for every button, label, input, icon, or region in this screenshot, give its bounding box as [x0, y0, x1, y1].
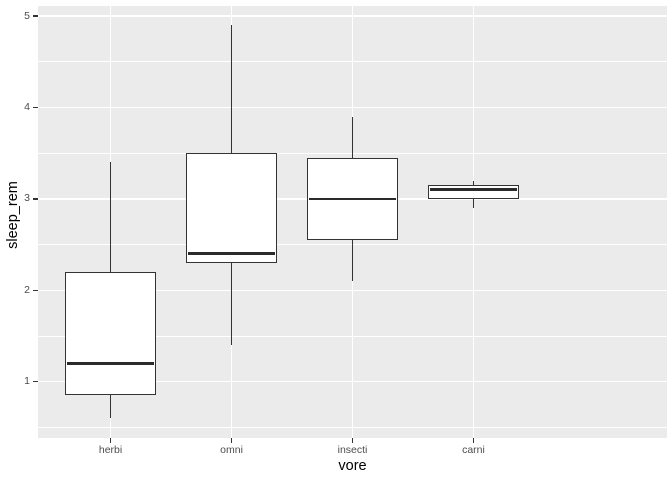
whisker-upper	[109, 162, 112, 273]
median-line	[66, 362, 155, 365]
whisker-lower	[472, 198, 475, 209]
whisker-lower	[109, 395, 112, 419]
x-tick-mark	[109, 438, 112, 443]
x-tick-mark	[472, 438, 475, 443]
y-tick-mark	[32, 381, 38, 383]
x-tick-label: carni	[462, 444, 485, 456]
box-iqr	[428, 185, 519, 199]
box-iqr	[186, 153, 277, 263]
x-tick-mark	[351, 438, 354, 443]
median-line	[187, 252, 276, 256]
gridline-major-x	[472, 5, 475, 438]
y-tick-mark	[32, 15, 38, 17]
median-line	[429, 188, 518, 192]
whisker-lower	[351, 240, 354, 282]
y-tick-mark	[32, 106, 38, 109]
whisker-upper	[230, 25, 233, 154]
x-axis-title: vore	[338, 458, 367, 474]
x-tick-label: herbi	[98, 444, 123, 456]
y-tick-label: 2	[24, 283, 30, 296]
y-tick-label: 4	[24, 100, 30, 113]
whisker-upper	[472, 180, 475, 186]
y-tick-label: 1	[24, 375, 30, 388]
y-tick-label: 5	[24, 9, 30, 22]
whisker-upper	[351, 116, 354, 158]
y-tick-mark	[32, 289, 38, 292]
x-tick-label: insecti	[337, 444, 368, 456]
box-iqr	[65, 272, 156, 396]
median-line	[308, 197, 397, 201]
y-tick-mark	[32, 198, 38, 200]
x-tick-label: omni	[220, 444, 243, 456]
x-tick-mark	[230, 438, 233, 443]
y-axis-title: sleep_rem	[5, 181, 21, 249]
y-tick-label: 3	[24, 192, 30, 205]
plot-panel	[38, 5, 667, 438]
whisker-lower	[230, 262, 233, 346]
